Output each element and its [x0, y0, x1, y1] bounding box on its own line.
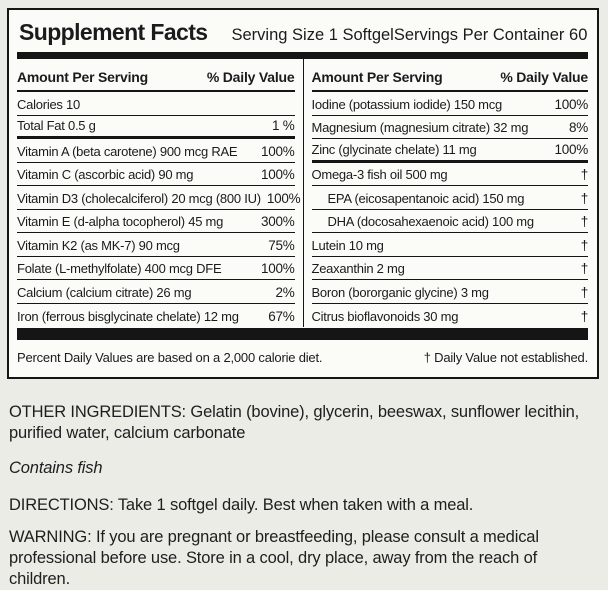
nutrient-daily-value: † [580, 190, 589, 206]
nutrient-row-calories: Calories 10 [17, 92, 295, 116]
nutrient-daily-value: 100% [260, 261, 295, 276]
nutrient-row-zinc: Zinc (glycinate chelate) 11 mg 100% [311, 139, 588, 163]
nutrient-row-calcium: Calcium (calcium citrate) 26 mg 2% [17, 280, 295, 304]
nutrient-name: EPA (eicosapentanoic acid) 150 mg [327, 190, 525, 206]
nutrient-name: Vitamin D3 (cholecalciferol) 20 mcg (800… [17, 190, 261, 206]
nutrient-daily-value: 100% [554, 96, 588, 112]
nutrient-name: Total Fat 0.5 g [17, 118, 96, 133]
daily-value-header: % Daily Value [206, 69, 295, 85]
directions-text: DIRECTIONS: Take 1 softgel daily. Best w… [9, 496, 474, 514]
nutrient-name: Boron (bororganic glycine) 3 mg [311, 284, 489, 300]
nutrient-daily-value: 2% [275, 284, 295, 300]
nutrient-name: Iron (ferrous bisglycinate chelate) 12 m… [17, 309, 239, 324]
daily-value-header: % Daily Value [500, 69, 588, 85]
nutrient-name: Magnesium (magnesium citrate) 32 mg [311, 120, 529, 135]
nutrient-daily-value: 67% [268, 309, 295, 324]
footnote-row: Percent Daily Values are based on a 2,00… [17, 340, 588, 365]
nutrient-row-vitamin-c: Vitamin C (ascorbic acid) 90 mg 100% [17, 163, 295, 186]
amount-per-serving-header: Amount Per Serving [311, 69, 443, 85]
nutrient-row-vitamin-e: Vitamin E (d-alpha tocopherol) 45 mg 300… [17, 210, 295, 233]
nutrient-row-omega-3: Omega-3 fish oil 500 mg † [311, 163, 589, 186]
nutrient-row-magnesium: Magnesium (magnesium citrate) 32 mg 8% [311, 116, 588, 139]
nutrient-name: Lutein 10 mg [311, 237, 384, 253]
nutrient-daily-value: † [580, 261, 589, 276]
nutrient-row-zeaxanthin: Zeaxanthin 2 mg † [311, 257, 589, 280]
nutrient-daily-value: 100% [260, 167, 295, 182]
other-ingredients-text: OTHER INGREDIENTS: Gelatin (bovine), gly… [9, 403, 580, 442]
nutrient-row-dha: DHA (docosahexaenoic acid) 100 mg † [311, 210, 589, 233]
nutrient-name: Calories 10 [17, 96, 81, 112]
right-column-header: Amount Per Serving % Daily Value [311, 59, 588, 92]
nutrient-name: Vitamin C (ascorbic acid) 90 mg [17, 167, 194, 182]
serving-size: Serving Size 1 Softgel [231, 26, 394, 44]
nutrient-name: Iodine (potassium iodide) 150 mcg [311, 96, 503, 112]
nutrient-row-total-fat: Total Fat 0.5 g 1 % [17, 116, 295, 139]
nutrient-daily-value: † [580, 237, 589, 253]
dagger-footnote: † Daily Value not established. [423, 350, 589, 365]
nutrient-daily-value: 1 % [271, 118, 295, 133]
nutrient-name: Vitamin E (d-alpha tocopherol) 45 mg [17, 214, 224, 229]
nutrient-row-vitamin-d3: Vitamin D3 (cholecalciferol) 20 mcg (800… [17, 186, 301, 210]
nutrient-name: Folate (L-methylfolate) 400 mcg DFE [17, 261, 222, 276]
nutrient-daily-value: 8% [568, 120, 588, 135]
nutrient-row-boron: Boron (bororganic glycine) 3 mg † [311, 280, 589, 304]
nutrient-daily-value: 100% [554, 141, 588, 157]
nutrient-daily-value: † [580, 284, 589, 300]
nutrient-row-citrus-bioflavonoids: Citrus bioflavonoids 30 mg † [312, 304, 589, 328]
nutrient-daily-value: 100% [266, 190, 301, 206]
nutrient-row-iodine: Iodine (potassium iodide) 150 mcg 100% [311, 92, 588, 116]
nutrient-name: Citrus bioflavonoids 30 mg [311, 309, 459, 324]
daily-value-footnote: Percent Daily Values are based on a 2,00… [17, 350, 323, 365]
nutrient-daily-value: † [580, 214, 589, 229]
nutrient-row-epa: EPA (eicosapentanoic acid) 150 mg † [311, 186, 589, 210]
nutrient-name: Omega-3 fish oil 500 mg [311, 167, 448, 182]
right-column: Amount Per Serving % Daily Value Iodine … [302, 59, 589, 328]
panel-header: Supplement Facts Serving Size 1 Softgel … [17, 15, 588, 52]
nutrient-daily-value: 75% [268, 237, 295, 253]
nutrient-name: Zinc (glycinate chelate) 11 mg [311, 141, 477, 157]
nutrient-name: Zeaxanthin 2 mg [311, 261, 405, 276]
left-column-header: Amount Per Serving % Daily Value [17, 59, 295, 92]
nutrient-table: Amount Per Serving % Daily Value Calorie… [17, 59, 588, 327]
nutrient-daily-value: 100% [260, 143, 295, 159]
warning-text: WARNING: If you are pregnant or breastfe… [9, 528, 539, 588]
nutrient-row-iron: Iron (ferrous bisglycinate chelate) 12 m… [17, 304, 295, 328]
nutrient-name: DHA (docosahexaenoic acid) 100 mg [327, 214, 535, 229]
nutrient-row-lutein: Lutein 10 mg † [311, 233, 589, 257]
amount-per-serving-header: Amount Per Serving [17, 69, 148, 85]
nutrient-daily-value: 300% [260, 214, 295, 229]
nutrient-row-folate: Folate (L-methylfolate) 400 mcg DFE 100% [17, 257, 295, 280]
supplement-facts-panel: Supplement Facts Serving Size 1 Softgel … [7, 8, 599, 379]
bottom-divider-bar [17, 328, 588, 340]
allergen-statement: Contains fish [9, 459, 103, 477]
label-info-section: OTHER INGREDIENTS: Gelatin (bovine), gly… [9, 402, 594, 590]
nutrient-daily-value: † [580, 309, 589, 324]
nutrient-name: Vitamin A (beta carotene) 900 mcg RAE [17, 143, 238, 159]
top-divider-bar [17, 52, 588, 59]
panel-title: Supplement Facts [19, 19, 208, 45]
nutrient-row-vitamin-k2: Vitamin K2 (as MK-7) 90 mcg 75% [17, 233, 295, 257]
left-column: Amount Per Serving % Daily Value Calorie… [17, 59, 303, 327]
servings-per-container: Servings Per Container 60 [393, 26, 588, 44]
nutrient-name: Vitamin K2 (as MK-7) 90 mcg [17, 237, 180, 253]
nutrient-row-vitamin-a: Vitamin A (beta carotene) 900 mcg RAE 10… [17, 139, 295, 163]
nutrient-daily-value: † [580, 167, 589, 182]
nutrient-name: Calcium (calcium citrate) 26 mg [17, 284, 192, 300]
